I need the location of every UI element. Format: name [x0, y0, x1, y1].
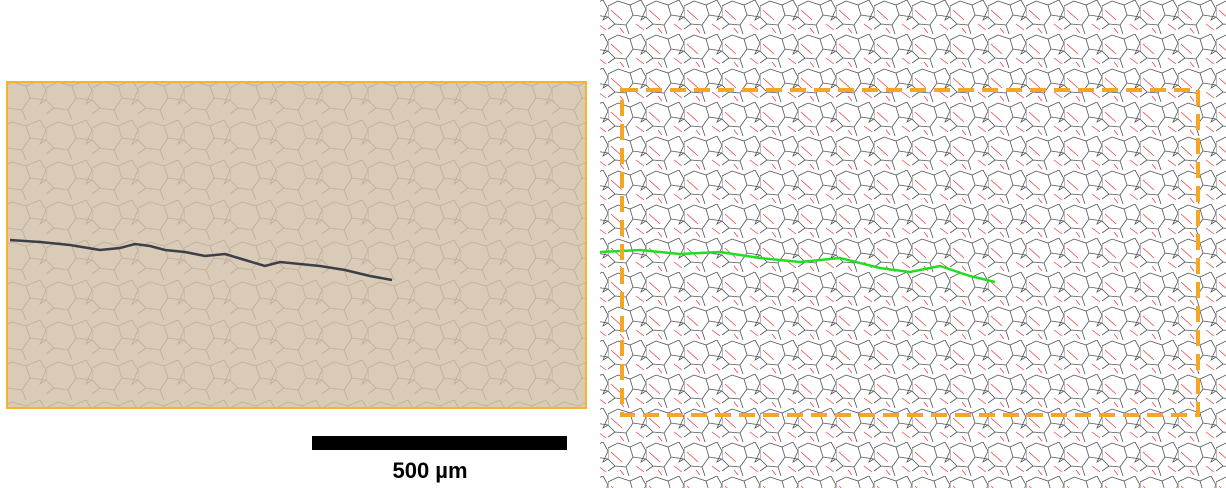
- figure: 500 µm: [0, 0, 1226, 488]
- scale-bar-label: 500 µm: [392, 458, 467, 483]
- page: 500 µm (() => { const data = JSON.parse(…: [0, 0, 1226, 488]
- grain-texture: [7, 82, 586, 408]
- scale-bar: [312, 436, 567, 450]
